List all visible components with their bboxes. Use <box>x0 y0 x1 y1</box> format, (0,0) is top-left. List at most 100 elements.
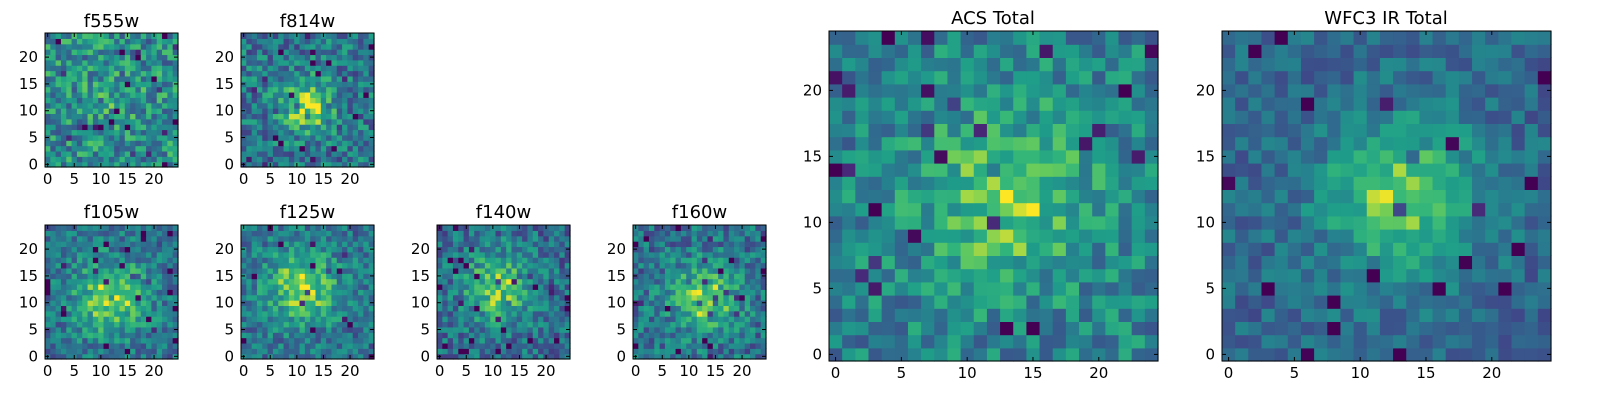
pixel-cell <box>135 342 142 349</box>
pixel-cell <box>331 262 338 269</box>
pixel-cell <box>664 289 671 296</box>
pixel-cell <box>723 283 730 290</box>
pixel-cell <box>538 273 544 280</box>
pixel-cell <box>696 342 703 349</box>
pixel-cell <box>98 59 105 66</box>
pixel-cell <box>108 283 115 290</box>
pixel-cell <box>87 321 94 328</box>
pixel-cell <box>45 97 51 104</box>
pixel-cell <box>352 49 359 56</box>
pixel-cell <box>734 300 740 306</box>
pixel-cell <box>702 342 709 349</box>
pixel-cell <box>702 316 709 323</box>
pixel-cell <box>1013 123 1027 138</box>
pixel-cell <box>151 305 158 312</box>
pixel-cell <box>1222 281 1236 296</box>
pixel-cell <box>352 283 359 290</box>
pixel-cell <box>172 267 179 274</box>
pixel-cell <box>484 289 491 296</box>
pixel-cell <box>986 215 1001 230</box>
pixel-cell <box>262 316 269 323</box>
pixel-cell <box>543 257 550 264</box>
pixel-cell <box>71 86 78 93</box>
pixel-cell <box>1092 229 1106 243</box>
pixel-cell <box>262 81 269 88</box>
pixel-cell <box>691 246 698 253</box>
pixel-cell <box>272 257 279 264</box>
pixel-cell <box>1013 202 1027 217</box>
pixel-cell <box>256 43 263 50</box>
pixel-cell <box>744 225 751 231</box>
pixel-cell <box>1118 83 1133 98</box>
pixel-cell <box>1079 110 1093 124</box>
pixel-cell <box>146 246 152 253</box>
pixel-cell <box>1000 149 1014 164</box>
pixel-cell <box>71 316 78 323</box>
pixel-cell <box>71 129 78 136</box>
pixel-cell <box>108 156 115 163</box>
pixel-cell <box>368 235 375 242</box>
pixel-cell <box>559 353 566 360</box>
pixel-cell <box>267 310 274 317</box>
pixel-cell <box>1065 229 1080 243</box>
pixel-cell <box>670 251 677 258</box>
pixel-cell <box>135 294 142 301</box>
pixel-cell <box>251 129 258 136</box>
pixel-cell <box>76 300 83 306</box>
pixel-cell <box>241 75 247 82</box>
pixel-cell <box>60 305 67 312</box>
pixel-cell <box>691 337 698 344</box>
pixel-cell <box>55 70 62 77</box>
pixel-cell <box>246 225 253 231</box>
pixel-cell <box>55 348 62 355</box>
pixel-cell <box>283 283 290 290</box>
pixel-cell <box>82 251 89 258</box>
pixel-cell <box>442 230 449 237</box>
pixel-cell <box>1393 281 1407 296</box>
pixel-cell <box>246 267 253 274</box>
pixel-cell <box>71 38 78 45</box>
pixel-cell <box>172 348 179 355</box>
pixel-cell <box>680 348 687 355</box>
pixel-cell <box>1327 268 1342 283</box>
pixel-cell <box>336 113 343 120</box>
pixel-cell <box>342 145 348 152</box>
pixel-cell <box>60 38 67 45</box>
pixel-cell <box>707 257 714 264</box>
pixel-cell <box>256 310 263 317</box>
pixel-cell <box>664 278 671 285</box>
pixel-cell <box>251 43 258 50</box>
pixel-cell <box>342 70 348 77</box>
pixel-cell <box>241 38 247 45</box>
pixel-cell <box>934 123 949 138</box>
pixel-cell <box>336 129 343 136</box>
pixel-cell <box>452 241 459 248</box>
pixel-cell <box>140 70 147 77</box>
pixel-cell <box>172 70 179 77</box>
pixel-cell <box>458 278 465 285</box>
pixel-cell <box>638 257 645 264</box>
pixel-cell <box>463 257 470 264</box>
pixel-cell <box>294 251 301 258</box>
pixel-cell <box>1287 229 1302 243</box>
pixel-cell <box>1393 163 1407 177</box>
pixel-cell <box>315 129 322 136</box>
pixel-cell <box>162 348 168 355</box>
pixel-cell <box>1511 215 1526 230</box>
pixel-cell <box>437 316 443 323</box>
pixel-cell <box>87 75 94 82</box>
pixel-cell <box>55 257 62 264</box>
pixel-cell <box>368 38 375 45</box>
pixel-cell <box>156 300 163 306</box>
pixel-cell <box>1472 308 1486 322</box>
pixel-cell <box>315 267 322 274</box>
pixel-cell <box>352 59 359 66</box>
pixel-cell <box>474 235 481 242</box>
pixel-cell <box>1485 176 1499 190</box>
pixel-cell <box>1472 334 1486 349</box>
pixel-cell <box>310 294 317 301</box>
pixel-cell <box>532 300 539 306</box>
pixel-cell <box>256 316 263 323</box>
